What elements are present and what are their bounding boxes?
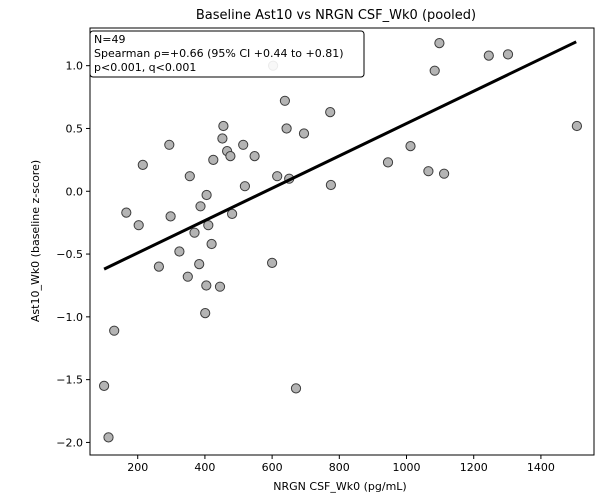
data-point [325,107,336,118]
x-tick-label: 400 [194,461,215,474]
data-point [429,65,440,76]
x-axis: 200 400 600 800 1000 1200 1400 [127,455,555,474]
stats-box-background [89,30,365,78]
stats-line-spearman: Spearman ρ=+0.66 (95% CI +0.44 to +0.81) [94,47,344,60]
data-point [137,159,148,170]
chart-title: Baseline Ast10 vs NRGN CSF_Wk0 (pooled) [196,8,476,23]
data-point [423,166,434,177]
data-point [290,383,302,394]
data-point [109,325,120,336]
y-tick-label: 0.0 [66,185,84,198]
data-point [571,120,583,132]
data-point [267,257,278,268]
data-point [217,133,228,144]
data-point [165,211,176,222]
y-tick-label: −1.5 [56,374,83,387]
data-point [164,139,175,150]
data-point [439,168,450,179]
data-point [279,95,290,106]
data-point [272,171,283,182]
data-point [227,208,238,219]
data-point [483,50,494,61]
x-tick-label: 1200 [460,461,488,474]
data-point [201,280,212,291]
x-tick-label: 1400 [527,461,555,474]
data-point [194,259,205,270]
data-point [218,120,229,132]
y-tick-label: −0.5 [56,248,83,261]
data-point [382,157,394,168]
data-point [200,308,211,319]
data-point [184,171,195,182]
regression-line [103,40,577,271]
x-tick-label: 800 [329,461,350,474]
data-point [182,271,193,282]
y-tick-label: −1.0 [56,311,83,324]
y-tick-label: −2.0 [56,436,83,449]
y-tick-label: 0.5 [66,122,84,135]
data-point [325,179,336,191]
stats-line-pvalue: p<0.001, q<0.001 [94,61,196,74]
x-axis-label: NRGN CSF_Wk0 (pg/mL) [273,480,406,493]
data-point [201,189,212,201]
x-tick-label: 200 [127,461,148,474]
x-tick-label: 600 [262,461,283,474]
data-point [189,227,200,238]
data-point [434,38,445,49]
data-point [153,261,164,272]
data-point [502,49,514,60]
data-point [225,151,236,162]
data-point [238,139,249,150]
data-point [239,181,250,192]
data-point [405,141,416,152]
data-point [121,207,132,218]
data-point [174,246,185,257]
y-axis: −2.0 −1.5 −1.0 −0.5 0.0 0.5 1.0 [56,60,90,449]
data-point [133,220,144,231]
data-point [206,238,217,250]
data-point [298,128,310,139]
data-point [281,123,292,134]
data-point [249,151,260,162]
y-axis-label: Ast10_Wk0 (baseline z-score) [29,160,42,322]
data-point [103,432,114,443]
data-point [208,154,219,165]
data-point [99,380,110,391]
stats-line-n: N=49 [94,33,125,46]
data-point [203,220,214,231]
x-tick-label: 1000 [393,461,421,474]
data-point [195,201,206,212]
plot-frame [89,27,595,456]
data-point [214,281,226,292]
y-tick-label: 1.0 [66,60,84,73]
stats-annotation-box: N=49 Spearman ρ=+0.66 (95% CI +0.44 to +… [89,30,365,78]
plot-marks [99,38,583,443]
